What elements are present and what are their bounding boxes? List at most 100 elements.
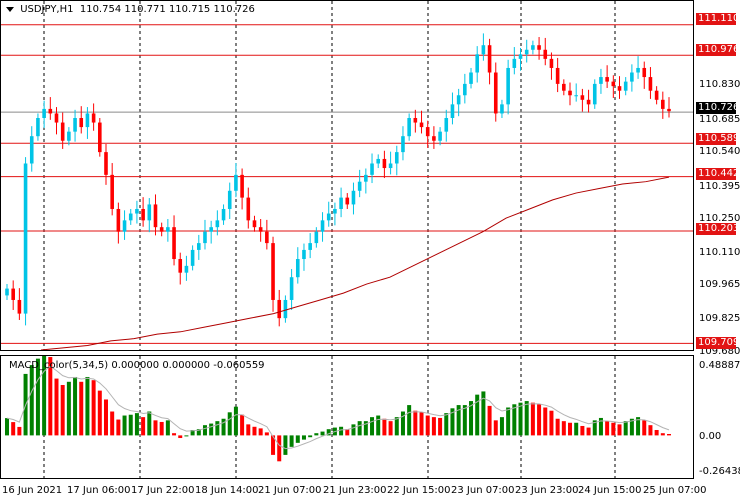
macd-histogram-bar: [598, 417, 603, 436]
candle-body: [5, 288, 9, 296]
macd-histogram-bar: [116, 419, 121, 436]
macd-histogram-bar: [592, 420, 597, 436]
macd-histogram-bar: [54, 378, 59, 436]
candle-body: [67, 131, 71, 141]
macd-histogram-bar: [128, 414, 133, 436]
close-value: 110.726: [213, 4, 255, 15]
candle-body: [153, 204, 158, 228]
macd-histogram-bar: [431, 417, 436, 436]
macd-histogram-bar: [60, 385, 65, 436]
candle-body: [432, 136, 436, 141]
time-tick: 18 Jun 14:00: [195, 485, 259, 496]
macd-histogram-bar: [134, 413, 139, 436]
macd-histogram-bar: [493, 420, 498, 436]
candle-body: [110, 174, 114, 209]
macd-histogram-bar: [357, 421, 362, 436]
time-tick: 17 Jun 06:00: [67, 485, 131, 496]
price-tick: 109.965: [699, 279, 740, 290]
candle-body: [283, 299, 288, 319]
macd-histogram-bar: [178, 435, 183, 439]
candle-body: [388, 163, 393, 169]
candle-body: [135, 208, 139, 214]
macd-histogram-bar: [29, 365, 34, 436]
macd-value-2: 0.000000: [162, 360, 211, 371]
macd-histogram-bar: [499, 417, 504, 436]
dropdown-arrow-icon[interactable]: [6, 6, 14, 12]
macd-histogram-bar: [475, 394, 480, 436]
macd-histogram-bar: [388, 421, 393, 436]
level-tag: 110.442: [696, 168, 740, 180]
price-tick: 110.685: [699, 114, 740, 125]
candle-body: [42, 108, 46, 118]
moving-average-line: [40, 176, 670, 350]
candle-body: [636, 67, 640, 73]
open-value: 110.754: [79, 4, 122, 15]
candle-body: [91, 113, 96, 123]
macd-histogram-bar: [462, 405, 467, 436]
macd-histogram-bar: [215, 421, 220, 436]
macd-histogram-bar: [221, 418, 226, 436]
low-value: 110.715: [168, 4, 211, 15]
macd-histogram-bar: [363, 421, 368, 436]
macd-histogram-bar: [42, 356, 47, 436]
macd-histogram-bar: [110, 411, 115, 436]
macd-histogram-bar: [549, 410, 554, 436]
candle-body: [98, 122, 102, 153]
macd-histogram-bar: [73, 376, 78, 436]
candle-body: [370, 163, 374, 175]
macd-signal-line: [6, 365, 670, 450]
macd-histogram-bar: [425, 415, 430, 436]
macd-histogram-bar: [326, 429, 331, 436]
macd-histogram-bar: [530, 402, 535, 436]
price-tick: 109.825: [699, 313, 740, 324]
candle-body: [518, 54, 523, 59]
macd-pane[interactable]: MACD_color(5,34,5) 0.000000 0.000000 -0.…: [0, 355, 694, 479]
macd-histogram-bar: [376, 415, 381, 436]
macd-histogram-bar: [481, 391, 486, 436]
candle-body: [104, 152, 108, 175]
macd-histogram-bar: [580, 425, 585, 436]
macd-histogram-bar: [518, 402, 523, 436]
candle-body: [252, 220, 257, 228]
candle-body: [54, 113, 59, 123]
candle-body: [221, 208, 226, 221]
candle-body: [456, 95, 461, 105]
candle-body: [407, 118, 411, 137]
candle-body: [209, 227, 213, 232]
candle-body: [401, 136, 405, 153]
candle-body: [630, 72, 634, 82]
macd-histogram-bar: [240, 414, 245, 436]
candle-body: [642, 67, 647, 78]
macd-histogram-bar: [196, 429, 201, 436]
macd-histogram-bar: [574, 422, 579, 436]
macd-histogram-bar: [153, 420, 158, 436]
candle-body: [215, 220, 220, 228]
candle-body: [240, 174, 244, 198]
candle-body: [592, 83, 597, 105]
macd-histogram-bar: [400, 411, 405, 436]
macd-histogram-bar: [66, 381, 71, 436]
macd-histogram-bar: [407, 405, 412, 436]
ohlc-header: USDJPY,H1 110.754 110.771 110.715 110.72…: [6, 4, 255, 15]
macd-histogram-bar: [295, 435, 300, 443]
macd-histogram-bar: [568, 422, 573, 436]
macd-histogram-bar: [283, 435, 288, 455]
macd-histogram-bar: [233, 406, 238, 436]
candle-body: [203, 231, 207, 244]
candle-body: [413, 118, 418, 123]
candle-body: [549, 58, 554, 68]
price-chart[interactable]: USDJPY,H1 110.754 110.771 110.715 110.72…: [0, 0, 694, 351]
candle-body: [357, 181, 362, 191]
candle-body: [512, 58, 517, 68]
price-tick: 110.540: [699, 146, 740, 157]
macd-histogram-bar: [165, 420, 170, 436]
macd-histogram-bar: [141, 417, 146, 436]
macd-histogram-bar: [629, 418, 634, 436]
macd-histogram-bar: [5, 418, 9, 436]
candle-body: [463, 83, 467, 96]
macd-histogram-bar: [617, 424, 622, 436]
macd-histogram-bar: [209, 423, 214, 436]
candle-body: [326, 213, 331, 221]
macd-histogram-bar: [184, 435, 189, 437]
candle-body: [506, 67, 510, 105]
